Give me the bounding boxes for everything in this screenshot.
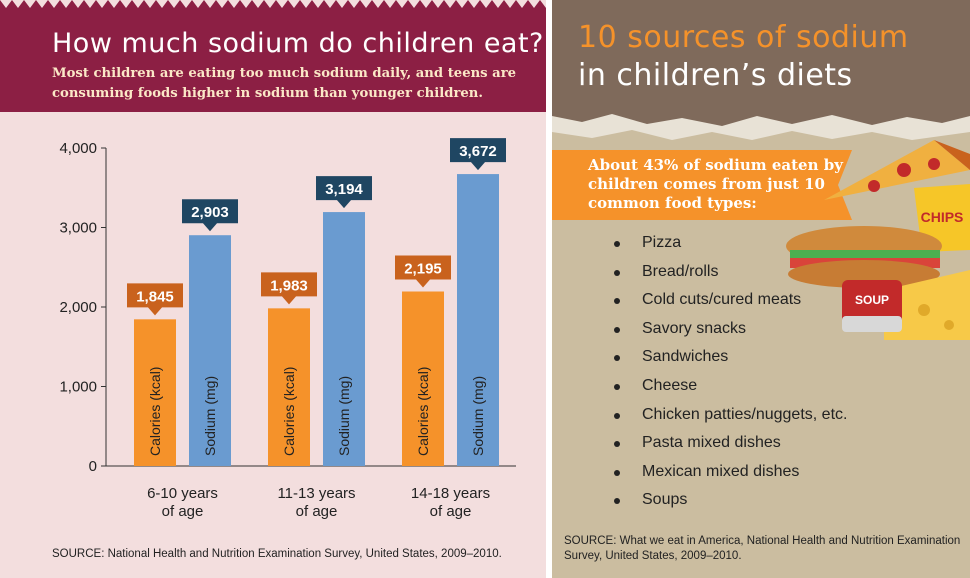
- left-source-note: SOURCE: National Health and Nutrition Ex…: [52, 548, 502, 560]
- food-item: Chicken patties/nuggets, etc.: [614, 406, 847, 435]
- x-tick-label: 11-13 years: [277, 485, 355, 502]
- sandwich-icon: [786, 226, 942, 288]
- y-tick-label: 0: [89, 458, 97, 475]
- orange-banner: [552, 150, 852, 220]
- chips-label: CHIPS: [921, 209, 964, 225]
- data-label: 3,194: [325, 181, 363, 198]
- chart-subtitle: Most children are eating too much sodium…: [52, 66, 517, 101]
- data-label: 3,672: [459, 143, 497, 160]
- bar-chart: 0 1,000 2,000 3,000 4,000 Calories (kcal) 1,84…: [59, 138, 516, 520]
- x-tick-label: of age: [430, 503, 472, 520]
- torn-paper-edge: [552, 114, 970, 150]
- banner-text: About 43% of sodium eaten by children co…: [588, 156, 843, 212]
- bar-sodium: [457, 174, 499, 467]
- x-tick-label: 6-10 years: [147, 485, 218, 502]
- soup-label: SOUP: [855, 293, 889, 307]
- bar-calories: [134, 319, 176, 466]
- food-item: Bread/rolls: [614, 263, 847, 292]
- sources-title-line2: in children’s diets: [578, 58, 853, 93]
- zigzag-border: [0, 0, 546, 8]
- panel-divider: [546, 0, 552, 578]
- x-tick-label: of age: [162, 503, 204, 520]
- bar-calories: [402, 291, 444, 466]
- cheese-icon: [884, 270, 970, 340]
- bar-series-label: Sodium (mg): [336, 376, 352, 456]
- data-label: 1,845: [136, 288, 174, 305]
- bar-series-label: Calories (kcal): [147, 367, 163, 456]
- chart-title: How much sodium do children eat?: [52, 28, 544, 59]
- bar-series-label: Sodium (mg): [202, 376, 218, 456]
- bar-series-label: Calories (kcal): [415, 367, 431, 456]
- bar-sodium: [323, 212, 365, 466]
- bar-series-label: Sodium (mg): [470, 376, 486, 456]
- sodium-chart-panel: How much sodium do children eat? Most ch…: [0, 0, 546, 578]
- soup-can-icon: SOUP: [842, 280, 902, 332]
- data-label-box: [395, 255, 451, 288]
- y-tick-label: 2,000: [59, 299, 97, 316]
- left-header: How much sodium do children eat? Most ch…: [0, 0, 546, 112]
- sources-title-line1: 10 sources of sodium: [578, 20, 909, 55]
- food-item: Savory snacks: [614, 320, 847, 349]
- data-label-box: [450, 138, 506, 171]
- data-label: 2,903: [191, 204, 229, 221]
- food-item: Pasta mixed dishes: [614, 434, 847, 463]
- y-tick-label: 3,000: [59, 220, 97, 237]
- data-label: 1,983: [270, 277, 308, 294]
- data-label-box: [316, 176, 372, 209]
- sodium-sources-panel: 10 sources of sodium in children’s diets…: [552, 0, 970, 578]
- y-tick-label: 1,000: [59, 379, 97, 396]
- right-source-note: SOURCE: What we eat in America, National…: [564, 535, 961, 562]
- food-item: Pizza: [614, 234, 847, 263]
- food-illustration: CHIPS SOUP: [786, 140, 970, 340]
- food-item: Mexican mixed dishes: [614, 463, 847, 492]
- x-tick-label: of age: [296, 503, 338, 520]
- data-label: 2,195: [404, 260, 442, 277]
- food-sources-list: Pizza Bread/rolls Cold cuts/cured meats Sav…: [614, 234, 847, 520]
- x-tick-label: 14-18 years: [411, 485, 490, 502]
- food-item: Cheese: [614, 377, 847, 406]
- bar-calories: [268, 308, 310, 466]
- food-item: Cold cuts/cured meats: [614, 291, 847, 320]
- food-item: Sandwiches: [614, 348, 847, 377]
- bar-sodium: [189, 235, 231, 466]
- data-label-box: [182, 199, 238, 232]
- y-tick-label: 4,000: [59, 140, 97, 157]
- data-label-box: [261, 272, 317, 305]
- pizza-icon: [824, 140, 970, 200]
- data-label-box: [127, 283, 183, 316]
- food-item: Soups: [614, 491, 847, 520]
- bar-series-label: Calories (kcal): [281, 367, 297, 456]
- right-header: [552, 0, 970, 130]
